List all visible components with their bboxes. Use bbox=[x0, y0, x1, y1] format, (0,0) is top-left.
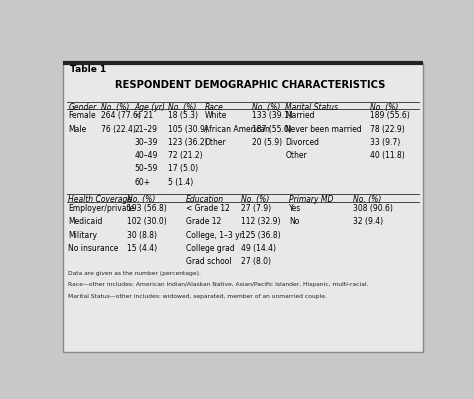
Text: Other: Other bbox=[285, 151, 307, 160]
Text: Military: Military bbox=[68, 231, 98, 240]
Text: No. (%): No. (%) bbox=[168, 103, 196, 112]
Text: Married: Married bbox=[285, 111, 315, 120]
Text: Female: Female bbox=[68, 111, 96, 120]
Text: 189 (55.6): 189 (55.6) bbox=[370, 111, 410, 120]
Text: 264 (77.6): 264 (77.6) bbox=[101, 111, 141, 120]
Text: Health Coverage: Health Coverage bbox=[68, 196, 133, 204]
Text: Grad school: Grad school bbox=[186, 257, 232, 266]
Text: 33 (9.7): 33 (9.7) bbox=[370, 138, 400, 147]
Text: No. (%): No. (%) bbox=[241, 196, 269, 204]
Text: Race: Race bbox=[204, 103, 223, 112]
Text: RESPONDENT DEMOGRAPHIC CHARACTERISTICS: RESPONDENT DEMOGRAPHIC CHARACTERISTICS bbox=[115, 80, 385, 90]
Text: Grade 12: Grade 12 bbox=[186, 217, 221, 227]
Text: 15 (4.4): 15 (4.4) bbox=[127, 244, 157, 253]
Text: Education: Education bbox=[186, 196, 224, 204]
Text: Divorced: Divorced bbox=[285, 138, 319, 147]
Text: Never been married: Never been married bbox=[285, 124, 362, 134]
Text: No: No bbox=[289, 217, 299, 227]
Text: Male: Male bbox=[68, 124, 87, 134]
Text: No. (%): No. (%) bbox=[101, 103, 130, 112]
Text: Medicaid: Medicaid bbox=[68, 217, 103, 227]
Text: 49 (14.4): 49 (14.4) bbox=[241, 244, 276, 253]
Text: 187 (55.0): 187 (55.0) bbox=[252, 124, 292, 134]
Text: College grad: College grad bbox=[186, 244, 235, 253]
Text: Marital Status—other includes: widowed, separated, member of an unmarried couple: Marital Status—other includes: widowed, … bbox=[68, 294, 328, 299]
Text: 30 (8.8): 30 (8.8) bbox=[127, 231, 157, 240]
Text: 20 (5.9): 20 (5.9) bbox=[252, 138, 282, 147]
Text: 125 (36.8): 125 (36.8) bbox=[241, 231, 281, 240]
Text: Yes: Yes bbox=[289, 204, 301, 213]
Text: 17 (5.0): 17 (5.0) bbox=[168, 164, 198, 173]
Text: 60+: 60+ bbox=[135, 178, 151, 186]
Text: 78 (22.9): 78 (22.9) bbox=[370, 124, 404, 134]
Text: Primary MD: Primary MD bbox=[289, 196, 333, 204]
Text: African American: African American bbox=[204, 124, 270, 134]
Text: Other: Other bbox=[204, 138, 226, 147]
Text: 27 (8.0): 27 (8.0) bbox=[241, 257, 271, 266]
Text: < Grade 12: < Grade 12 bbox=[186, 204, 230, 213]
Text: Marital Status: Marital Status bbox=[285, 103, 338, 112]
Text: No insurance: No insurance bbox=[68, 244, 119, 253]
Text: 18 (5.3): 18 (5.3) bbox=[168, 111, 198, 120]
Text: 193 (56.8): 193 (56.8) bbox=[127, 204, 167, 213]
Text: 102 (30.0): 102 (30.0) bbox=[127, 217, 167, 227]
Text: 112 (32.9): 112 (32.9) bbox=[241, 217, 281, 227]
Text: 21–29: 21–29 bbox=[135, 124, 157, 134]
Text: 27 (7.9): 27 (7.9) bbox=[241, 204, 271, 213]
Text: No. (%): No. (%) bbox=[370, 103, 398, 112]
Text: 308 (90.6): 308 (90.6) bbox=[353, 204, 393, 213]
Text: No. (%): No. (%) bbox=[353, 196, 382, 204]
Text: College, 1–3 yr: College, 1–3 yr bbox=[186, 231, 243, 240]
Text: 5 (1.4): 5 (1.4) bbox=[168, 178, 193, 186]
Text: 30–39: 30–39 bbox=[135, 138, 158, 147]
Text: Table 1: Table 1 bbox=[70, 65, 107, 74]
Text: Race—other includes: American Indian/Alaskan Native, Asian/Pacific Islander, His: Race—other includes: American Indian/Ala… bbox=[68, 282, 369, 287]
Text: 133 (39.1): 133 (39.1) bbox=[252, 111, 292, 120]
Text: 50–59: 50–59 bbox=[135, 164, 158, 173]
Text: 40 (11.8): 40 (11.8) bbox=[370, 151, 404, 160]
Text: < 21: < 21 bbox=[135, 111, 153, 120]
Text: White: White bbox=[204, 111, 227, 120]
Text: No. (%): No. (%) bbox=[127, 196, 155, 204]
Text: No. (%): No. (%) bbox=[252, 103, 281, 112]
Text: 40–49: 40–49 bbox=[135, 151, 158, 160]
Text: 105 (30.9): 105 (30.9) bbox=[168, 124, 208, 134]
Text: Gender: Gender bbox=[68, 103, 97, 112]
Text: Employer/private: Employer/private bbox=[68, 204, 135, 213]
Text: 32 (9.4): 32 (9.4) bbox=[353, 217, 383, 227]
FancyBboxPatch shape bbox=[63, 63, 423, 352]
Text: Age (yr): Age (yr) bbox=[135, 103, 165, 112]
Text: 72 (21.2): 72 (21.2) bbox=[168, 151, 202, 160]
Text: Data are given as the number (percentage).: Data are given as the number (percentage… bbox=[68, 271, 201, 276]
Text: 76 (22.4): 76 (22.4) bbox=[101, 124, 137, 134]
Text: 123 (36.2): 123 (36.2) bbox=[168, 138, 207, 147]
